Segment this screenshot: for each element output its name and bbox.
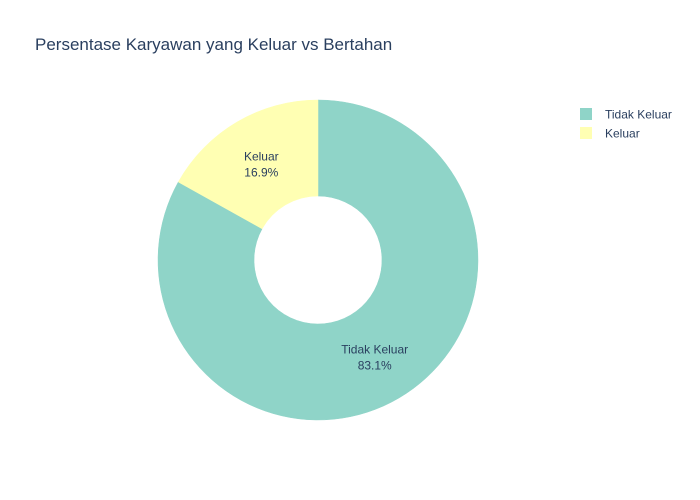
legend-item-keluar[interactable]: Keluar [580,127,640,141]
slice-label-keluar: Keluar 16.9% [244,149,279,179]
slice-keluar[interactable] [177,99,319,230]
legend-label: Keluar [605,127,640,141]
legend-item-tidak-keluar[interactable]: Tidak Keluar [580,108,672,122]
legend-swatch [580,127,592,139]
legend: Tidak Keluar Keluar [580,108,672,141]
chart-title: Persentase Karyawan yang Keluar vs Berta… [35,35,392,54]
legend-label: Tidak Keluar [605,108,672,122]
slice-label-tidak-keluar: Tidak Keluar 83.1% [341,343,408,373]
legend-swatch [580,108,592,120]
slices-layer [157,99,479,421]
slice-labels-layer: Tidak Keluar 83.1% Keluar 16.9% [244,149,408,372]
slice-tidak-keluar[interactable] [157,99,479,421]
